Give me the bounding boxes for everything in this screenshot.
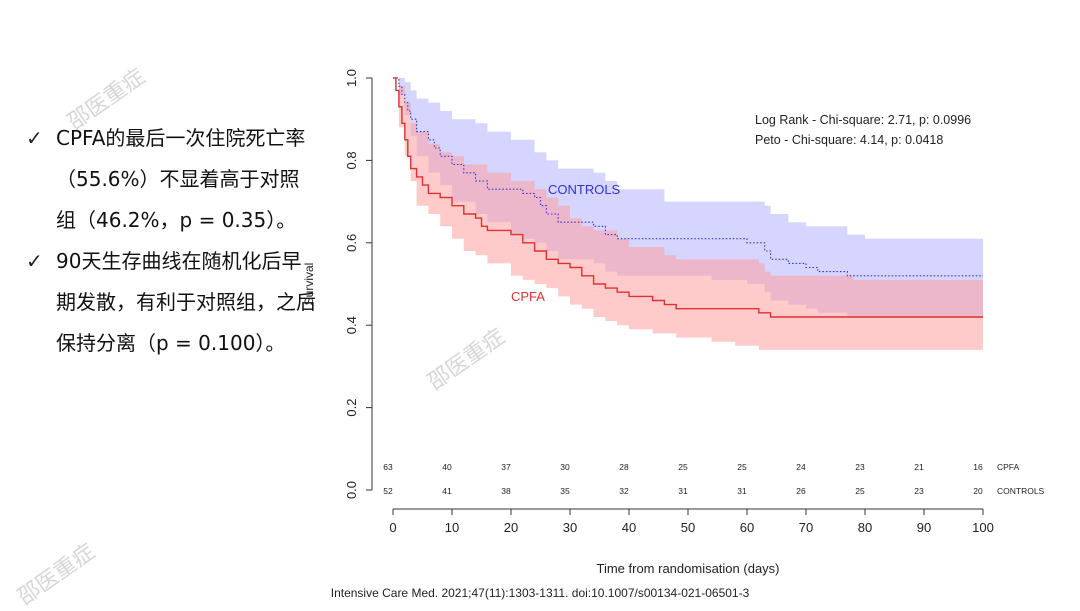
at-risk-row-label: CPFA [997, 462, 1020, 472]
stats-annotation: Log Rank - Chi-square: 2.71, p: 0.0996 [755, 113, 971, 127]
at-risk-count: 52 [383, 486, 393, 496]
x-tick-label: 10 [445, 520, 459, 535]
stats-annotation: Peto - Chi-square: 4.14, p: 0.0418 [755, 133, 943, 147]
bullet-list: ✓ CPFA的最后一次住院死亡率（55.6%）不显着高于对照组（46.2%，p … [26, 118, 316, 364]
at-risk-count: 38 [501, 486, 511, 496]
survival-curve-cpfa [393, 77, 983, 318]
x-tick-label: 60 [740, 520, 754, 535]
y-tick-label: 1.0 [344, 69, 359, 87]
at-risk-count: 25 [737, 462, 747, 472]
at-risk-count: 24 [796, 462, 806, 472]
at-risk-count: 25 [678, 462, 688, 472]
y-tick-label: 0.6 [344, 234, 359, 252]
x-tick-label: 70 [799, 520, 813, 535]
confidence-band-cpfa [393, 78, 983, 350]
at-risk-row-label: CONTROLS [997, 486, 1045, 496]
citation: Intensive Care Med. 2021;47(11):1303-131… [330, 586, 750, 600]
series-label: CONTROLS [548, 182, 621, 197]
at-risk-count: 23 [855, 462, 865, 472]
at-risk-count: 41 [442, 486, 452, 496]
bullet-text: 90天生存曲线在随机化后早期发散，有利于对照组，之后保持分离（p = 0.100… [56, 249, 316, 355]
x-tick-label: 80 [858, 520, 872, 535]
y-tick-label: 0.0 [344, 481, 359, 499]
x-axis-label: Time from randomisation (days) [596, 561, 779, 576]
at-risk-count: 32 [619, 486, 629, 496]
y-tick-label: 0.2 [344, 399, 359, 417]
x-tick-label: 90 [917, 520, 931, 535]
checkmark-icon: ✓ [26, 249, 43, 273]
at-risk-count: 26 [796, 486, 806, 496]
y-tick-label: 0.4 [344, 316, 359, 334]
checkmark-icon: ✓ [26, 126, 43, 150]
at-risk-count: 20 [973, 486, 983, 496]
at-risk-count: 21 [914, 462, 924, 472]
at-risk-count: 40 [442, 462, 452, 472]
y-axis-label: Survival [302, 263, 316, 306]
at-risk-count: 31 [737, 486, 747, 496]
at-risk-count: 63 [383, 462, 393, 472]
y-tick-label: 0.8 [344, 151, 359, 169]
x-tick-label: 100 [972, 520, 994, 535]
x-tick-label: 20 [504, 520, 518, 535]
at-risk-count: 37 [501, 462, 511, 472]
x-tick-label: 30 [563, 520, 577, 535]
bullet-item: ✓ CPFA的最后一次住院死亡率（55.6%）不显着高于对照组（46.2%，p … [26, 118, 316, 241]
bullet-item: ✓ 90天生存曲线在随机化后早期发散，有利于对照组，之后保持分离（p = 0.1… [26, 241, 316, 364]
x-tick-label: 40 [622, 520, 636, 535]
at-risk-count: 25 [855, 486, 865, 496]
survival-curve-controls [393, 77, 983, 277]
at-risk-count: 23 [914, 486, 924, 496]
at-risk-count: 16 [973, 462, 983, 472]
at-risk-count: 30 [560, 462, 570, 472]
at-risk-count: 28 [619, 462, 629, 472]
series-label: CPFA [511, 289, 545, 304]
x-tick-label: 0 [389, 520, 396, 535]
at-risk-count: 31 [678, 486, 688, 496]
bullet-text: CPFA的最后一次住院死亡率（55.6%）不显着高于对照组（46.2%，p = … [56, 126, 306, 232]
x-tick-label: 50 [681, 520, 695, 535]
at-risk-count: 35 [560, 486, 570, 496]
confidence-band-controls [393, 78, 983, 317]
